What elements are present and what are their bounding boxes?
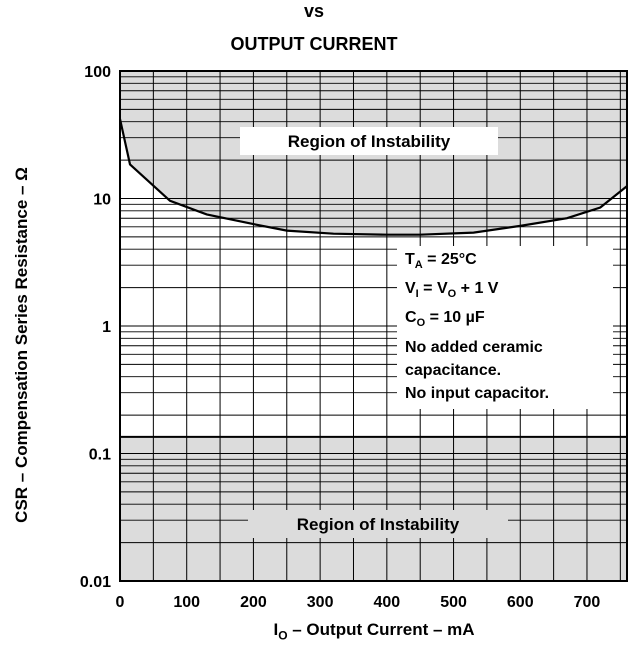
x-tick-label: 100 xyxy=(173,594,200,611)
x-tick-label: 600 xyxy=(507,594,534,611)
region-label-upper: Region of Instability xyxy=(288,132,451,151)
x-tick-label: 700 xyxy=(574,594,601,611)
upper-boundary-curve xyxy=(118,118,628,236)
y-tick-label: 0.1 xyxy=(89,447,111,464)
region-label-bg-upper xyxy=(240,127,498,155)
chart-title-line2: OUTPUT CURRENT xyxy=(230,34,398,54)
lower-instability-region xyxy=(120,436,627,581)
region-label-bg-lower xyxy=(248,510,508,538)
conditions-box: TA = 25°C VI = VO + 1 V CO = 10 µF No ad… xyxy=(397,246,613,409)
y-axis-label: CSR – Compensation Series Resistance – Ω xyxy=(12,167,31,523)
x-tick-label: 200 xyxy=(240,594,267,611)
x-tick-label: 300 xyxy=(307,594,334,611)
y-tick-label: 10 xyxy=(93,192,111,209)
plot-frame xyxy=(119,70,628,582)
condition-no-input: No input capacitor. xyxy=(405,384,550,402)
x-tick-label: 0 xyxy=(116,594,125,611)
condition-vi: VI = VO + 1 V xyxy=(405,280,499,301)
condition-capacitance: capacitance. xyxy=(405,361,502,379)
chart-title-line1: vs xyxy=(303,1,325,21)
x-tick-label: 400 xyxy=(373,594,400,611)
condition-co: CO = 10 µF xyxy=(405,309,485,330)
y-tick-label: 0.01 xyxy=(80,574,111,591)
region-label-lower: Region of Instability xyxy=(297,515,460,534)
x-tick-label: 500 xyxy=(440,594,467,611)
y-tick-label: 1 xyxy=(102,319,111,336)
condition-ta: TA = 25°C xyxy=(405,251,477,272)
condition-ceramic: No added ceramic xyxy=(405,338,543,356)
x-axis-label: IO – Output Current – mA xyxy=(273,620,475,643)
y-tick-label: 100 xyxy=(84,64,111,81)
